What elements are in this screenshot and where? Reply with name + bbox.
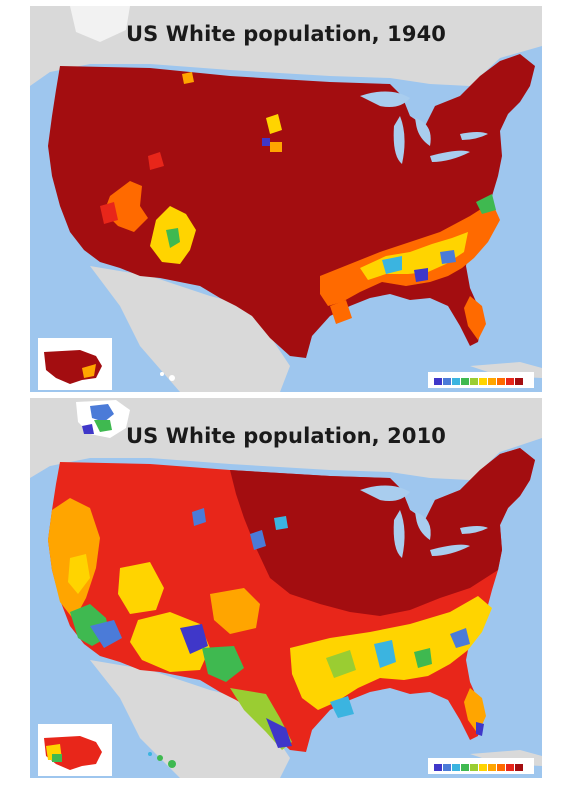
region-florida-patch <box>464 296 486 340</box>
legend-swatch <box>506 764 514 771</box>
legend-swatches <box>434 378 523 385</box>
legend-swatches <box>434 764 523 771</box>
region-rio-grande <box>266 718 292 748</box>
legend-swatch <box>488 764 496 771</box>
region-la-blue <box>90 620 122 648</box>
legend-swatch <box>506 378 514 385</box>
region-texas-gulf-patch <box>330 300 352 324</box>
canada-landmass <box>30 6 542 86</box>
region-dakota-blue <box>250 530 266 550</box>
legend-swatch <box>461 764 469 771</box>
legend-swatch <box>470 378 478 385</box>
legend-swatch <box>452 764 460 771</box>
region-california-valley <box>68 554 90 594</box>
region-northwest <box>140 486 200 540</box>
region-delta-core <box>382 256 402 274</box>
lake-ontario <box>460 132 488 140</box>
region-montana-blue <box>192 508 206 526</box>
mexico-landmass <box>90 266 290 392</box>
map-1940: US White population, 1940 <box>30 6 542 392</box>
legend-swatch <box>434 764 442 771</box>
lake-ontario <box>460 526 488 534</box>
region-montana-patch <box>182 72 194 84</box>
legend-swatch <box>443 378 451 385</box>
region-houston <box>330 696 354 718</box>
legend-2010 <box>428 758 534 774</box>
hawaii-island <box>168 760 176 768</box>
region-west-patch <box>148 152 164 170</box>
legend-swatch <box>497 378 505 385</box>
legend-swatch <box>479 764 487 771</box>
alaska-blue <box>90 404 114 422</box>
lake-erie <box>430 544 470 556</box>
alaska-inset <box>70 6 130 42</box>
map-title: US White population, 1940 <box>125 22 447 46</box>
legend-swatch <box>470 764 478 771</box>
region-dakota-core <box>262 138 270 146</box>
mexico-landmass <box>90 660 290 778</box>
region-midwest-northeast <box>230 448 535 616</box>
region-dakota-teal <box>274 516 288 530</box>
lake-erie <box>430 150 470 162</box>
image-frame: US White population, 1940 <box>22 2 550 780</box>
region-south-green <box>326 650 356 678</box>
map-2010-svg <box>30 398 542 778</box>
alaska-purple <box>82 424 94 434</box>
region-new-mexico-core <box>166 228 180 248</box>
region-alabama-green <box>414 648 432 668</box>
region-dakota-edge <box>270 142 282 152</box>
region-arizona-patch <box>100 202 118 224</box>
lake-superior <box>360 485 410 501</box>
legend-swatch <box>434 378 442 385</box>
lake-michigan <box>393 116 405 164</box>
hawaii-island-2 <box>157 755 163 761</box>
legend-swatch <box>452 378 460 385</box>
region-colorado <box>210 588 260 634</box>
map-title: US White population, 2010 <box>125 424 447 448</box>
lake-superior <box>360 91 410 107</box>
legend-swatch <box>497 764 505 771</box>
region-nevada-utah <box>118 562 164 614</box>
region-alabama-core <box>414 268 428 282</box>
region-miami <box>476 722 484 736</box>
region-florida <box>464 688 486 734</box>
region-carolina-core <box>476 194 496 214</box>
canada-landmass <box>30 398 542 480</box>
map-1940-svg <box>30 6 542 392</box>
region-delta-teal <box>374 640 396 668</box>
hawaii-island-2 <box>160 372 164 376</box>
legend-swatch <box>461 378 469 385</box>
inset-us-1940-south <box>82 364 96 378</box>
legend-1940 <box>428 372 534 388</box>
alaska-green <box>94 420 112 432</box>
inset-southwest <box>52 754 62 762</box>
region-georgia-core <box>440 250 456 264</box>
hawaii-island-3 <box>148 752 152 756</box>
legend-swatch <box>443 764 451 771</box>
lake-huron <box>415 512 431 540</box>
lake-huron <box>415 118 431 146</box>
legend-swatch <box>515 378 523 385</box>
region-georgia-blue <box>450 628 470 648</box>
region-navajo <box>180 624 208 654</box>
hawaii-island <box>169 375 175 381</box>
legend-swatch <box>515 764 523 771</box>
region-nm-green <box>202 646 244 682</box>
region-dakota-patch <box>266 114 282 134</box>
lake-michigan <box>393 510 405 558</box>
map-2010: US White population, 2010 <box>30 398 542 778</box>
legend-swatch <box>479 378 487 385</box>
legend-swatch <box>488 378 496 385</box>
